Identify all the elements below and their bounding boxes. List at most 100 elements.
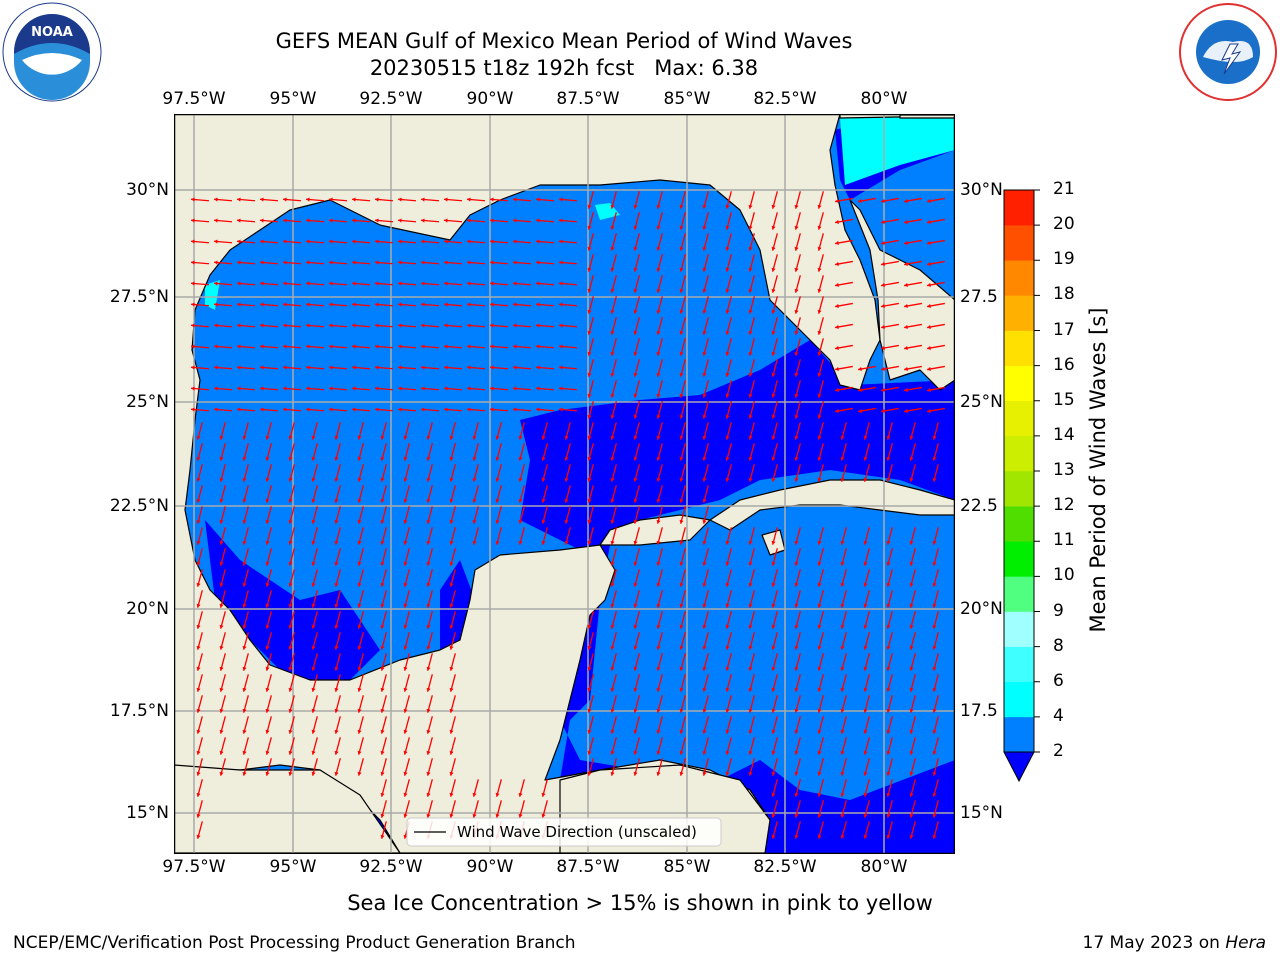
- wave-direction-arrowhead: [467, 281, 471, 286]
- wave-direction-arrowhead: [237, 197, 241, 202]
- wave-direction-arrowhead: [352, 365, 356, 370]
- colorbar-tick-label: 15: [1053, 389, 1075, 410]
- wind-wave-arrows: [190, 191, 945, 839]
- wave-direction-arrowhead: [449, 477, 454, 482]
- wave-direction-arrowhead: [219, 624, 224, 629]
- wave-direction-arrowhead: [288, 624, 293, 629]
- wave-direction-arrowhead: [357, 771, 362, 776]
- wave-direction-arrowhead: [375, 281, 379, 286]
- wave-direction-arrowhead: [536, 302, 540, 307]
- wave-direction-arrowhead: [725, 435, 730, 440]
- wave-direction-arrowhead: [403, 540, 408, 545]
- wave-direction-arrowhead: [748, 456, 753, 461]
- wave-direction-arrowhead: [656, 477, 661, 482]
- colorbar-tick-label: 18: [1053, 284, 1075, 305]
- wave-direction-arrowhead: [817, 540, 822, 545]
- wave-direction-arrowhead: [403, 750, 408, 755]
- wave-direction-arrowhead: [380, 834, 385, 839]
- wave-direction-arrowhead: [932, 729, 937, 734]
- wave-direction-arrowhead: [587, 477, 592, 482]
- landmass-8: [899, 114, 955, 119]
- wave-direction-arrowhead: [541, 540, 546, 545]
- wave-direction-arrowhead: [357, 708, 362, 713]
- wave-direction-arrowhead: [656, 750, 661, 755]
- wave-direction-arrowhead: [196, 603, 201, 608]
- wave-direction-arrowhead: [633, 666, 638, 671]
- wave-direction-arrowhead: [260, 239, 264, 244]
- wave-direction-arrowhead: [725, 540, 730, 545]
- wave-direction-arrowhead: [283, 344, 287, 349]
- wave-direction-arrowhead: [886, 624, 891, 629]
- wave-direction-arrowhead: [794, 204, 799, 209]
- wave-direction-arrowhead: [587, 246, 592, 251]
- wave-direction-arrowhead: [283, 323, 287, 328]
- wave-direction-arrowhead: [265, 540, 270, 545]
- wave-direction-arrowhead: [242, 708, 247, 713]
- wave-direction-arrowhead: [679, 204, 684, 209]
- wave-direction-arrowhead: [426, 435, 431, 440]
- wave-direction-arrowhead: [771, 750, 776, 755]
- wave-direction-arrowhead: [702, 666, 707, 671]
- wave-direction-arrowhead: [219, 477, 224, 482]
- wave-direction-arrowhead: [334, 498, 339, 503]
- wave-direction-arrowhead: [840, 729, 845, 734]
- wave-direction-arrowhead: [771, 456, 776, 461]
- wave-direction-arrowhead: [449, 687, 454, 692]
- wave-direction-arrowhead: [610, 204, 615, 209]
- wave-direction-arrowhead: [817, 645, 822, 650]
- wave-direction-arrowhead: [288, 456, 293, 461]
- wave-direction-arrowhead: [352, 197, 356, 202]
- wave-direction-arrowhead: [610, 561, 615, 566]
- wave-direction-arrowhead: [771, 309, 776, 314]
- wave-direction-arrowhead: [518, 519, 523, 524]
- wave-direction-arrowhead: [771, 435, 776, 440]
- wave-direction-arrowhead: [748, 204, 753, 209]
- wave-direction-arrowhead: [403, 708, 408, 713]
- wave-direction-arrowhead: [265, 456, 270, 461]
- wave-direction-arrowhead: [886, 582, 891, 587]
- colorbar-tick-label: 14: [1053, 424, 1075, 445]
- colorbar-tick-label: 8: [1053, 635, 1064, 656]
- wave-direction-arrowhead: [559, 281, 563, 286]
- wave-direction-arrowhead: [679, 729, 684, 734]
- wave-direction-arrowhead: [932, 666, 937, 671]
- wave-direction-arrowhead: [219, 561, 224, 566]
- wave-direction-arrowhead: [679, 687, 684, 692]
- latitude-left-label: 25°N: [126, 392, 169, 412]
- wave-direction-arrowhead: [219, 540, 224, 545]
- wave-direction-arrowhead: [863, 435, 868, 440]
- latitude-left-label: 20°N: [126, 599, 169, 619]
- wave-direction-arrowhead: [536, 386, 540, 391]
- wave-direction-arrowhead: [288, 729, 293, 734]
- wave-direction-arrowhead: [840, 624, 845, 629]
- wave-direction-arrowhead: [311, 603, 316, 608]
- wave-direction-arrowhead: [771, 771, 776, 776]
- colorbar-segment: [1004, 190, 1034, 226]
- wave-direction-arrowhead: [748, 372, 753, 377]
- wave-direction-arrowhead: [219, 498, 224, 503]
- wave-direction-arrowhead: [771, 351, 776, 356]
- wave-direction-arrowhead: [771, 729, 776, 734]
- wave-direction-arrowhead: [835, 219, 839, 224]
- wave-direction-arrowhead: [771, 645, 776, 650]
- wave-direction-arrowhead: [541, 477, 546, 482]
- wave-direction-arrowhead: [306, 323, 310, 328]
- latitude-left-label: 22.5°N: [109, 496, 169, 516]
- wave-direction-arrowhead: [403, 477, 408, 482]
- wave-direction-arrowhead: [702, 288, 707, 293]
- wave-direction-arrowhead: [564, 540, 569, 545]
- wave-direction-arrowhead: [702, 645, 707, 650]
- wave-direction-arrowhead: [725, 708, 730, 713]
- wave-direction-arrowhead: [679, 708, 684, 713]
- noaa-logo: NOAA: [2, 2, 102, 102]
- wave-direction-arrowhead: [329, 239, 333, 244]
- wave-direction-arrowhead: [265, 708, 270, 713]
- wave-direction-arrowhead: [265, 477, 270, 482]
- wave-direction-arrowhead: [265, 666, 270, 671]
- wave-direction-arrowhead: [380, 456, 385, 461]
- wave-direction-arrowhead: [196, 666, 201, 671]
- wave-direction-arrowhead: [541, 456, 546, 461]
- mid-period-region-2: [595, 203, 620, 220]
- wave-direction-arrowhead: [863, 834, 868, 839]
- wave-direction-arrowhead: [817, 561, 822, 566]
